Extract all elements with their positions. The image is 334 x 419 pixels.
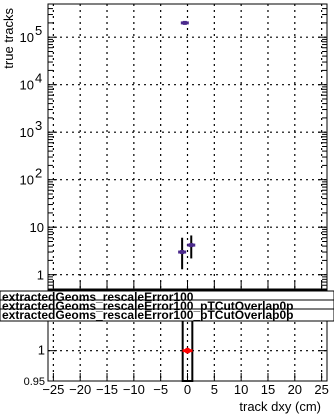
y-tick-label-base: 10 — [20, 30, 34, 45]
ratio-data-point-marker — [185, 348, 191, 354]
x-tick-label: −10 — [123, 382, 145, 397]
x-axis-title: track dxy (cm) — [239, 399, 321, 414]
x-tick-label: 20 — [288, 382, 302, 397]
data-point-marker — [183, 21, 187, 25]
y-axis-title: true tracks — [1, 8, 16, 69]
y-tick-label: 10 — [30, 220, 44, 235]
x-tick-label: 15 — [261, 382, 275, 397]
x-tick-label: 0 — [184, 382, 191, 397]
y-tick-label: 10 4 — [20, 71, 43, 93]
data-point-marker — [189, 243, 193, 247]
y-tick-label-exponent: 4 — [35, 71, 42, 86]
x-tick-label: 10 — [234, 382, 248, 397]
x-tick-label: −25 — [42, 382, 64, 397]
y-tick-label-exponent: 3 — [35, 118, 42, 133]
y-tick-label: 10 2 — [20, 166, 43, 188]
x-tick-label: 5 — [211, 382, 218, 397]
legend-entry: extractedGeoms_rescaleError100_pTCutOver… — [2, 308, 293, 322]
x-tick-label: −5 — [153, 382, 168, 397]
y-tick-label-base: 10 — [20, 78, 34, 93]
x-tick-label: −15 — [96, 382, 118, 397]
y-tick-label-base: 10 — [20, 125, 34, 140]
y-tick-label: 10 3 — [20, 118, 43, 140]
y-tick-label: 1 — [37, 268, 44, 283]
y-tick-label-exponent: 5 — [35, 23, 42, 38]
y-tick-label: 10 5 — [20, 23, 43, 45]
y-tick-label-base: 10 — [30, 220, 44, 235]
y-tick-label-exponent: 2 — [35, 166, 42, 181]
y-tick-label-base: 1 — [37, 268, 44, 283]
ratio-y-tick-label: 1 — [38, 343, 45, 358]
data-point-marker — [180, 250, 184, 254]
x-tick-label: 25 — [314, 382, 328, 397]
y-tick-label-base: 10 — [20, 173, 34, 188]
x-tick-label: −20 — [69, 382, 91, 397]
